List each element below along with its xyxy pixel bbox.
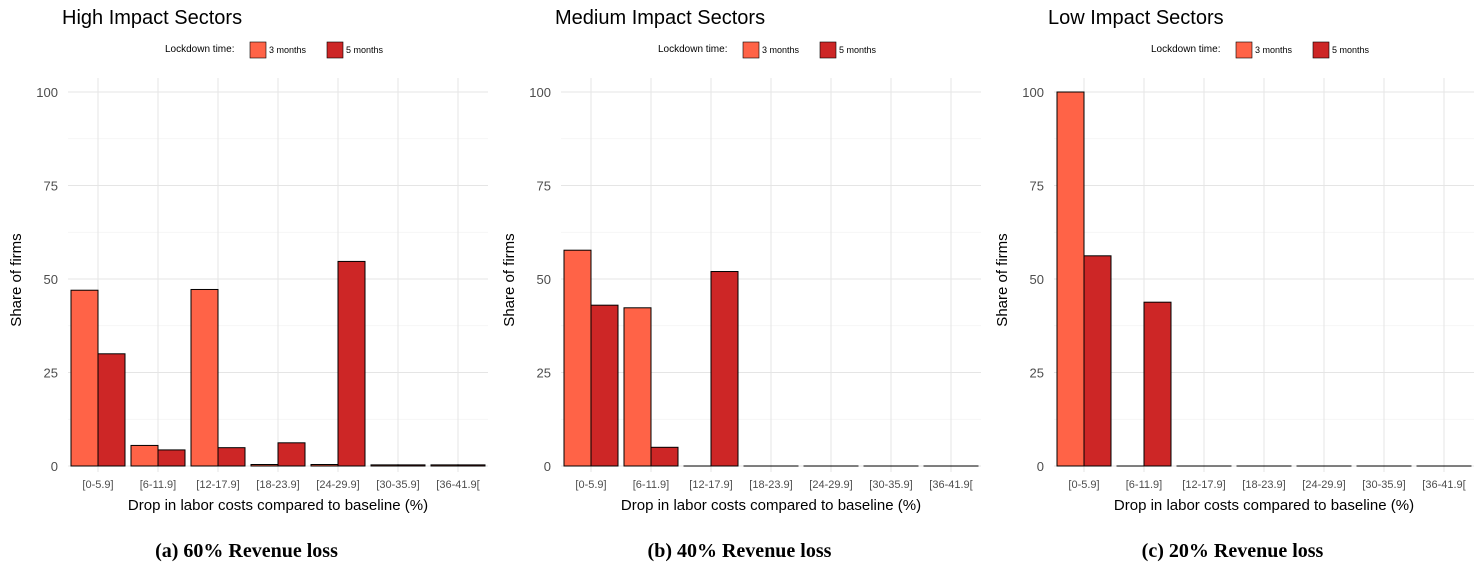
bar-3-months-1: [70, 289, 99, 467]
bar-5-months-2: [157, 449, 186, 467]
y-tick-label: 0: [1037, 459, 1044, 474]
bar-3-months-5: [310, 464, 339, 467]
chart-title: High Impact Sectors: [62, 7, 242, 29]
x-tick-label: [24-29.9]: [809, 479, 852, 491]
chart-title: Medium Impact Sectors: [555, 7, 765, 29]
y-tick-label: 50: [537, 272, 551, 287]
x-tick-label: [6-11.9]: [1126, 479, 1163, 491]
x-axis-label: Drop in labor costs compared to baseline…: [1114, 497, 1414, 514]
x-tick-label: [36-41.9[: [929, 479, 972, 491]
bar-3-months-2: [623, 307, 652, 467]
x-tick-label: [12-17.9]: [689, 479, 732, 491]
x-tick-label: [12-17.9]: [196, 479, 239, 491]
chart-panel-high-impact: High Impact Sectors Lockdown time: 3 month…: [0, 0, 493, 571]
bar-5-months-3: [710, 271, 739, 467]
bar-3-months-1: [1056, 91, 1085, 467]
bar-3-months-6: [370, 464, 399, 467]
legend-label-2: 5 months: [839, 45, 877, 55]
legend-swatch-2: [326, 41, 344, 59]
y-tick-label: 100: [529, 85, 551, 100]
legend-swatch-1: [1235, 41, 1253, 59]
bar-5-months-7: [457, 464, 486, 467]
x-tick-label: [30-35.9]: [1362, 479, 1405, 491]
bar-chart-medium-impact: Medium Impact Sectors Lockdown time: 3 mon…: [501, 7, 981, 514]
y-tick-label: 0: [544, 459, 551, 474]
x-tick-label: [36-41.9[: [1422, 479, 1465, 491]
bar-chart-low-impact: Low Impact Sectors Lockdown time: 3 months…: [994, 7, 1474, 514]
y-tick-label: 0: [51, 459, 58, 474]
x-tick-label: [24-29.9]: [316, 479, 359, 491]
y-axis-label: Share of firms: [994, 233, 1011, 326]
legend-title: Lockdown time:: [165, 44, 234, 55]
x-tick-label: [12-17.9]: [1182, 479, 1225, 491]
y-tick-label: 100: [1022, 85, 1044, 100]
bar-3-months-1: [563, 249, 592, 467]
legend-swatch-1: [249, 41, 267, 59]
bar-3-months-4: [250, 464, 279, 467]
x-tick-label: [36-41.9[: [436, 479, 479, 491]
bar-chart-high-impact: High Impact Sectors Lockdown time: 3 month…: [8, 7, 488, 514]
legend-label-1: 3 months: [269, 45, 307, 55]
y-axis-label: Share of firms: [501, 233, 518, 326]
legend-swatch-1: [742, 41, 760, 59]
x-tick-label: [6-11.9]: [140, 479, 177, 491]
x-tick-label: [0-5.9]: [575, 479, 606, 491]
bar-5-months-3: [217, 447, 246, 467]
bar-5-months-5: [337, 260, 366, 467]
y-tick-label: 25: [537, 366, 551, 381]
bar-5-months-6: [397, 464, 426, 467]
bar-5-months-1: [97, 353, 126, 467]
y-tick-label: 75: [44, 179, 58, 194]
y-tick-label: 50: [44, 272, 58, 287]
legend-label-2: 5 months: [346, 45, 384, 55]
x-tick-label: [18-23.9]: [256, 479, 299, 491]
legend-swatch-2: [1312, 41, 1330, 59]
x-tick-label: [18-23.9]: [749, 479, 792, 491]
bar-5-months-1: [1083, 255, 1112, 467]
y-tick-label: 75: [537, 179, 551, 194]
y-tick-label: 25: [1030, 366, 1044, 381]
bar-5-months-2: [650, 446, 679, 467]
x-tick-label: [30-35.9]: [376, 479, 419, 491]
x-tick-label: [6-11.9]: [633, 479, 670, 491]
legend-swatch-2: [819, 41, 837, 59]
y-axis-label: Share of firms: [8, 233, 25, 326]
x-tick-label: [0-5.9]: [1068, 479, 1099, 491]
caption-low-impact: (c) 20% Revenue loss: [1141, 540, 1324, 562]
x-axis-label: Drop in labor costs compared to baseline…: [621, 497, 921, 514]
x-axis-label: Drop in labor costs compared to baseline…: [128, 497, 428, 514]
y-tick-label: 75: [1030, 179, 1044, 194]
bar-5-months-1: [590, 304, 619, 467]
legend-title: Lockdown time:: [1151, 44, 1220, 55]
bar-3-months-3: [190, 288, 219, 467]
x-tick-label: [30-35.9]: [869, 479, 912, 491]
y-tick-label: 50: [1030, 272, 1044, 287]
bar-3-months-7: [430, 464, 459, 467]
y-tick-label: 100: [36, 85, 58, 100]
chart-panel-medium-impact: Medium Impact Sectors Lockdown time: 3 mon…: [493, 0, 986, 571]
y-tick-label: 25: [44, 366, 58, 381]
legend-title: Lockdown time:: [658, 44, 727, 55]
caption-medium-impact: (b) 40% Revenue loss: [647, 540, 832, 562]
legend-label-1: 3 months: [762, 45, 800, 55]
chart-panel-low-impact: Low Impact Sectors Lockdown time: 3 months…: [986, 0, 1479, 571]
bar-3-months-2: [130, 444, 159, 467]
chart-title: Low Impact Sectors: [1048, 7, 1224, 29]
bar-5-months-2: [1143, 301, 1172, 467]
x-tick-label: [24-29.9]: [1302, 479, 1345, 491]
caption-high-impact: (a) 60% Revenue loss: [155, 540, 338, 562]
bar-5-months-4: [277, 442, 306, 467]
x-tick-label: [18-23.9]: [1242, 479, 1285, 491]
legend-label-1: 3 months: [1255, 45, 1293, 55]
x-tick-label: [0-5.9]: [82, 479, 113, 491]
legend-label-2: 5 months: [1332, 45, 1370, 55]
